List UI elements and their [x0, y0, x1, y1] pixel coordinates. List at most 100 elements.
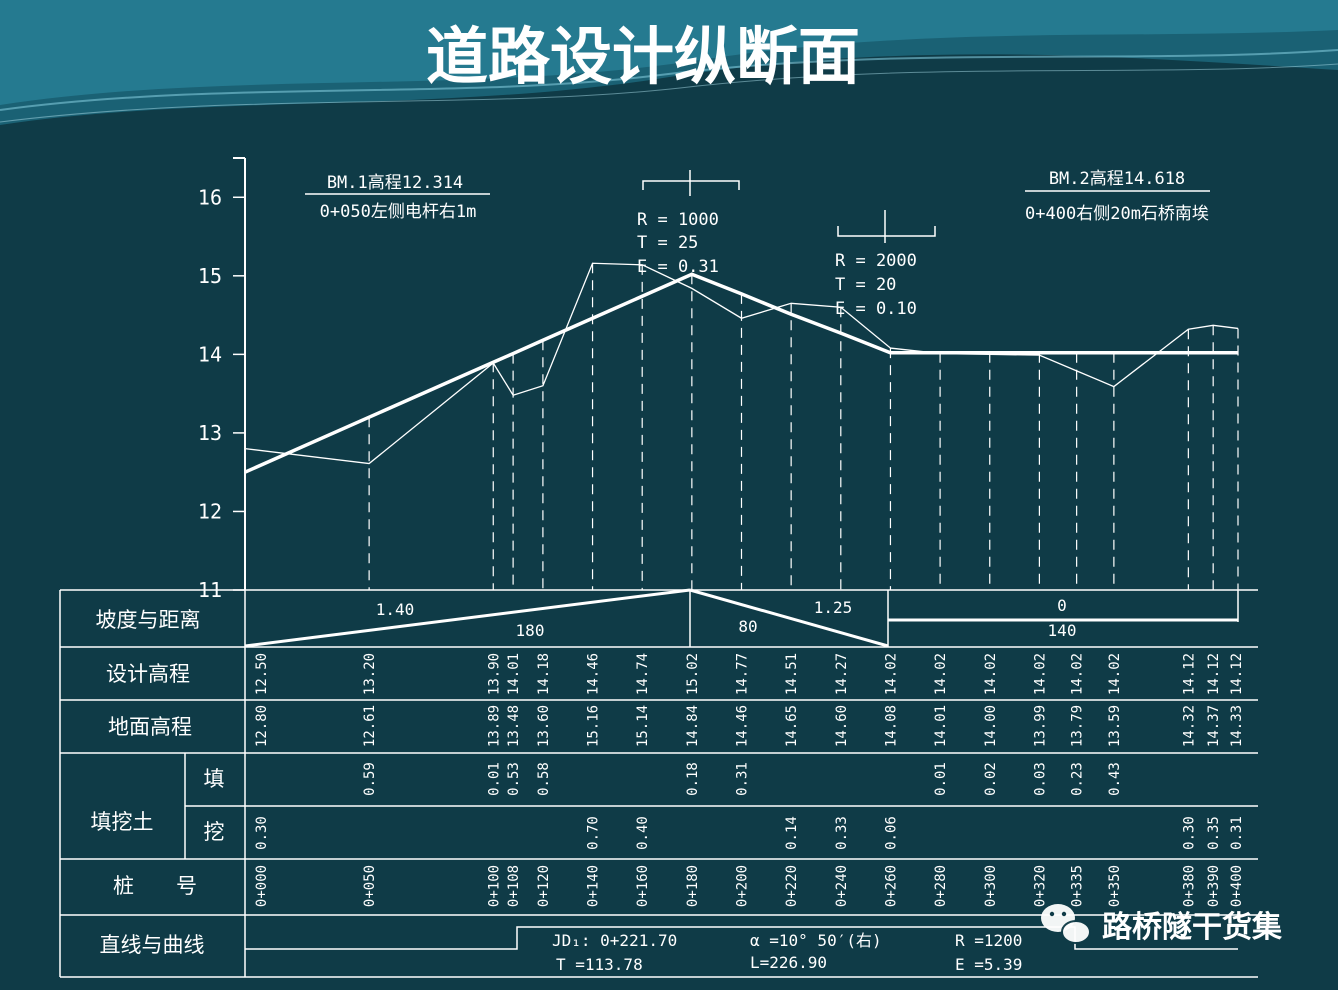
fill-value: 0.03: [1032, 762, 1048, 796]
design-elevation-value: 14.02: [883, 653, 899, 695]
station-label: 0+335: [1070, 865, 1086, 907]
design-elevation-value: 14.12: [1181, 653, 1197, 695]
design-elevation-value: 15.02: [685, 653, 701, 695]
label-design: 设计高程: [106, 662, 190, 686]
station-verticals: [368, 263, 1239, 590]
ground-elevation-value: 13.79: [1070, 705, 1086, 747]
jd-tangent: T =113.78: [556, 955, 643, 974]
ground-elevation-value: 13.59: [1107, 705, 1123, 747]
design-elevation-value: 14.18: [536, 653, 552, 695]
cut-value: 0.30: [1181, 816, 1197, 850]
slope-2-grade: 1.25: [814, 598, 853, 617]
curve1-r: R = 1000: [637, 210, 719, 230]
station-label: 0+380: [1181, 865, 1197, 907]
bm2-line1: BM.2高程14.618: [1049, 169, 1185, 189]
fill-value: 0.53: [506, 762, 522, 796]
station-label: 0+260: [883, 865, 899, 907]
station-label: 0+320: [1032, 865, 1048, 907]
ground-elevation-value: 14.60: [834, 705, 850, 747]
design-elevation-value: 14.74: [635, 653, 651, 695]
fill-value: 0.23: [1070, 762, 1086, 796]
design-elevation-value: 14.12: [1229, 653, 1245, 695]
benchmark-2: BM.2高程14.618 0+400右侧20m石桥南埃: [1025, 169, 1210, 224]
ground-elevation-value: 13.89: [486, 705, 502, 747]
station-label: 0+180: [685, 865, 701, 907]
y-tick-label: 16: [198, 185, 222, 209]
ground-elevation-value: 14.84: [685, 705, 701, 747]
ground-elevation-value: 14.32: [1181, 705, 1197, 747]
station-label: 0+300: [983, 865, 999, 907]
station-label: 0+120: [536, 865, 552, 907]
ground-elevation-value: 14.00: [983, 705, 999, 747]
label-fillcut: 填挖土: [91, 810, 154, 834]
slope-2-length: 80: [738, 617, 757, 636]
fill-value: 0.43: [1107, 762, 1123, 796]
design-elevation-value: 14.27: [834, 653, 850, 695]
station-label: 0+400: [1229, 865, 1245, 907]
design-line: [244, 272, 1238, 474]
bm2-line2: 0+400右侧20m石桥南埃: [1025, 204, 1209, 224]
cut-value: 0.30: [254, 816, 270, 850]
fill-value: 0.31: [735, 762, 751, 796]
label-fill: 填: [204, 767, 225, 791]
station-label: 0+140: [586, 865, 602, 907]
station-label: 0+240: [834, 865, 850, 907]
design-elevation-value: 14.02: [933, 653, 949, 695]
curve2-e: E = 0.10: [835, 299, 917, 319]
jd-radius: R =1200: [955, 931, 1022, 950]
jd-alpha: α =10° 50′(右): [750, 931, 882, 950]
label-cut: 挖: [204, 820, 225, 844]
fill-value: 0.58: [536, 762, 552, 796]
design-elevation-value: 14.02: [1107, 653, 1123, 695]
y-tick-label: 14: [198, 342, 222, 366]
ground-elevation-value: 14.37: [1206, 705, 1222, 747]
station-label: 0+200: [735, 865, 751, 907]
slope-1-length: 180: [516, 621, 545, 640]
ground-elevation-value: 14.08: [883, 705, 899, 747]
cut-value: 0.35: [1206, 816, 1222, 850]
slope-row: 1.40 180 1.25 80 0 140: [244, 588, 1077, 648]
design-elevation-value: 14.46: [586, 653, 602, 695]
ground-elevation-value: 12.61: [362, 705, 378, 747]
y-tick-label: 15: [198, 264, 222, 288]
vertical-curve-2: R = 2000 T = 20 E = 0.10: [835, 210, 936, 319]
benchmark-1: BM.1高程12.314 0+050左侧电杆右1m: [305, 173, 490, 222]
curve1-t: T = 25: [637, 233, 698, 253]
station-label: 0+220: [784, 865, 800, 907]
curve1-e: E = 0.31: [637, 257, 719, 277]
slope-3-length: 140: [1048, 621, 1077, 640]
design-elevation-value: 14.12: [1206, 653, 1222, 695]
ground-elevation-value: 14.46: [735, 705, 751, 747]
ground-elevation-value: 12.80: [254, 705, 270, 747]
design-elevation-value: 13.90: [486, 653, 502, 695]
station-label: 0+390: [1206, 865, 1222, 907]
label-station: 桩 号: [113, 874, 197, 898]
label-alignment: 直线与曲线: [100, 933, 205, 957]
slope-1-grade: 1.40: [376, 600, 415, 619]
bm1-line1: BM.1高程12.314: [327, 173, 463, 193]
design-elevation-value: 14.51: [784, 653, 800, 695]
ground-line: [244, 262, 1239, 465]
watermark-text: 路桥隧干货集: [1102, 910, 1283, 945]
cut-value: 0.14: [784, 816, 800, 850]
fill-value: 0.59: [362, 762, 378, 796]
cut-value: 0.06: [883, 816, 899, 850]
cut-value: 0.70: [586, 816, 602, 850]
bm1-line2: 0+050左侧电杆右1m: [320, 202, 477, 222]
fill-value: 0.02: [983, 762, 999, 796]
fill-value: 0.18: [685, 762, 701, 796]
curve2-r: R = 2000: [835, 251, 917, 271]
ground-elevation-value: 13.60: [536, 705, 552, 747]
jd-length: L=226.90: [750, 953, 827, 972]
page-title: 道路设计纵断面: [426, 20, 860, 93]
ground-elevation-value: 13.99: [1032, 705, 1048, 747]
y-tick-label: 13: [198, 421, 222, 445]
table-values: 12.50 13.20 13.90 14.01 14.18 14.46 14.74 15.02…: [254, 653, 1245, 907]
station-label: 0+000: [254, 865, 270, 907]
cut-value: 0.40: [635, 816, 651, 850]
label-ground: 地面高程: [108, 715, 192, 739]
cut-value: 0.33: [834, 816, 850, 850]
ground-elevation-value: 15.16: [586, 705, 602, 747]
station-label: 0+280: [933, 865, 949, 907]
